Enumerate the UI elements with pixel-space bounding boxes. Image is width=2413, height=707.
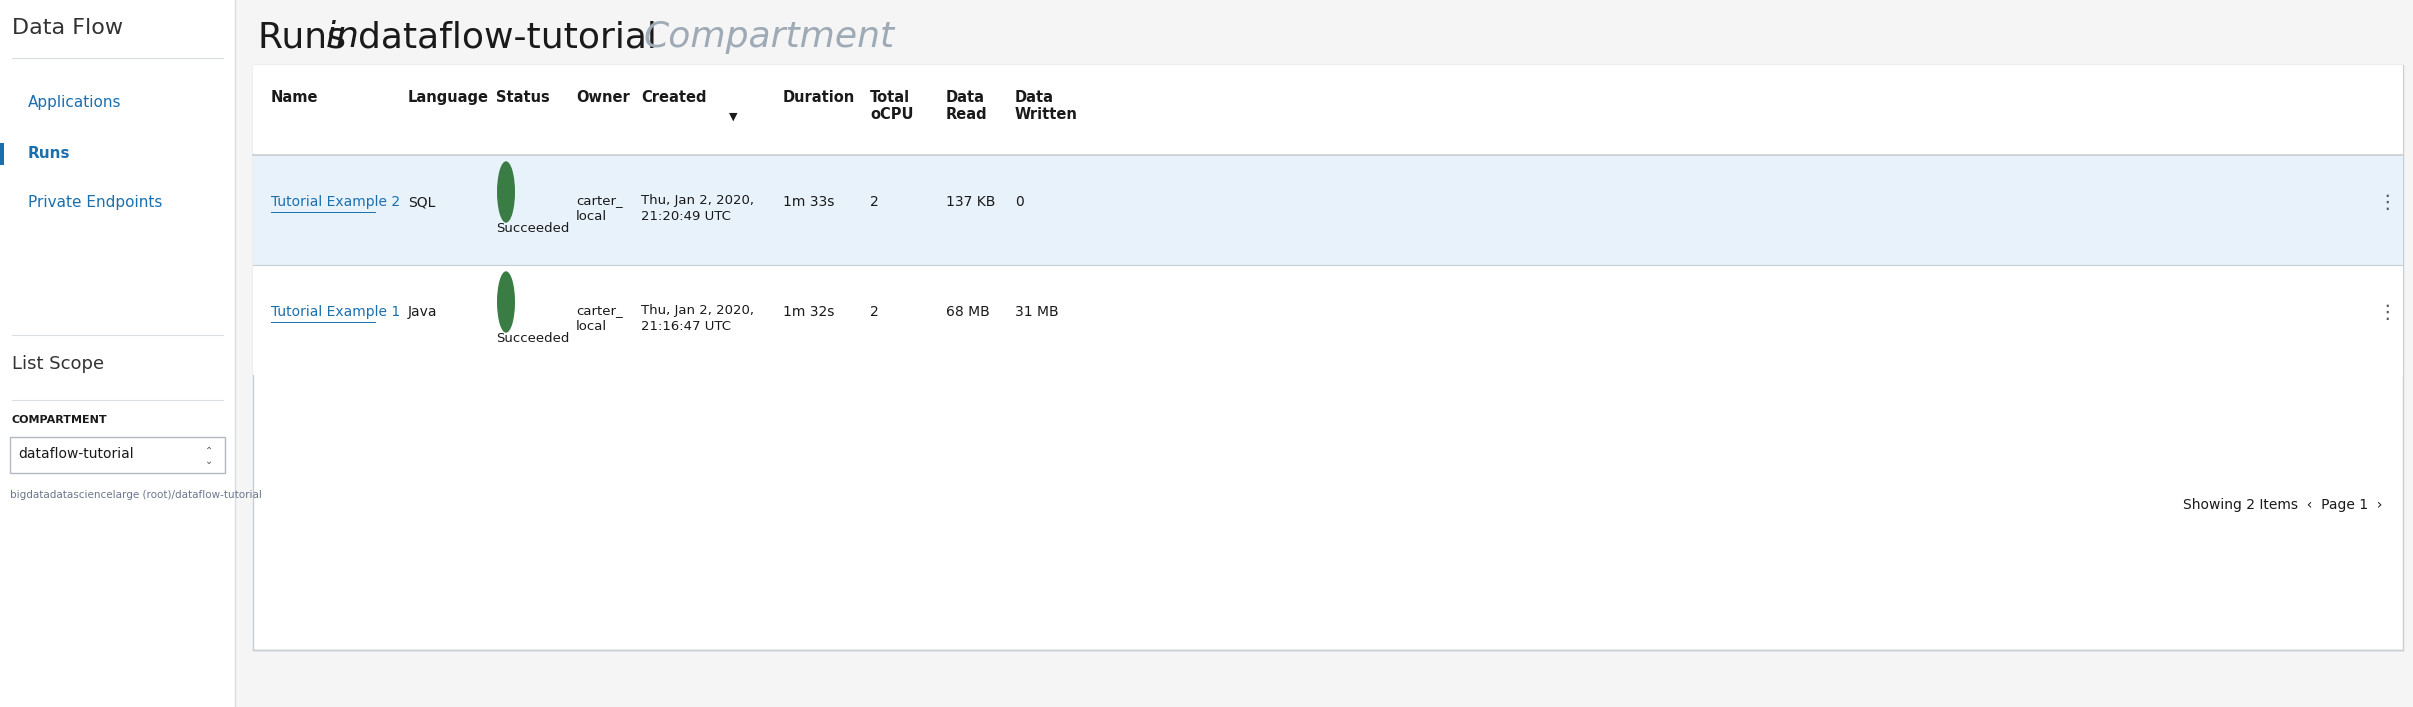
Text: Runs: Runs — [258, 20, 357, 54]
Text: Showing 2 Items  ‹  Page 1  ›: Showing 2 Items ‹ Page 1 › — [2184, 498, 2382, 511]
Ellipse shape — [497, 161, 514, 223]
Text: COMPARTMENT: COMPARTMENT — [12, 415, 109, 425]
Text: ⋮: ⋮ — [2377, 192, 2396, 211]
FancyBboxPatch shape — [0, 143, 5, 165]
Text: Name: Name — [270, 90, 319, 105]
Text: Duration: Duration — [782, 90, 854, 105]
Text: Java: Java — [408, 305, 437, 319]
FancyBboxPatch shape — [0, 0, 234, 707]
Text: SQL: SQL — [408, 195, 434, 209]
Text: carter_: carter_ — [577, 194, 623, 207]
Text: bigdatadatasciencelarge (root)/dataflow-tutorial: bigdatadatasciencelarge (root)/dataflow-… — [10, 490, 263, 500]
Text: Created: Created — [642, 90, 707, 105]
Text: 0: 0 — [1016, 195, 1023, 209]
Text: ⌃: ⌃ — [205, 446, 212, 456]
Text: ⌄: ⌄ — [205, 456, 212, 466]
Text: ▼: ▼ — [729, 112, 738, 122]
Text: Total
oCPU: Total oCPU — [871, 90, 915, 122]
Text: Thu, Jan 2, 2020,: Thu, Jan 2, 2020, — [642, 194, 753, 207]
Text: Data
Written: Data Written — [1016, 90, 1079, 122]
Ellipse shape — [497, 271, 514, 333]
Text: 21:20:49 UTC: 21:20:49 UTC — [642, 210, 731, 223]
Text: 31 MB: 31 MB — [1016, 305, 1059, 319]
FancyBboxPatch shape — [253, 65, 2403, 155]
Text: Thu, Jan 2, 2020,: Thu, Jan 2, 2020, — [642, 304, 753, 317]
Text: Owner: Owner — [577, 90, 630, 105]
FancyBboxPatch shape — [253, 65, 2403, 650]
Text: Language: Language — [408, 90, 490, 105]
Text: 1m 32s: 1m 32s — [782, 305, 835, 319]
Text: List Scope: List Scope — [12, 355, 104, 373]
Text: Status: Status — [497, 90, 550, 105]
Text: Succeeded: Succeeded — [497, 332, 569, 345]
Text: 21:16:47 UTC: 21:16:47 UTC — [642, 320, 731, 333]
Text: Compartment: Compartment — [642, 20, 895, 54]
Text: Tutorial Example 2: Tutorial Example 2 — [270, 195, 401, 209]
FancyBboxPatch shape — [10, 437, 224, 473]
Text: ⋮: ⋮ — [2377, 303, 2396, 322]
Text: 2: 2 — [871, 195, 878, 209]
Text: in: in — [326, 20, 369, 54]
Text: Runs: Runs — [29, 146, 70, 160]
Text: 137 KB: 137 KB — [946, 195, 997, 209]
FancyBboxPatch shape — [253, 265, 2403, 375]
Text: Private Endpoints: Private Endpoints — [29, 196, 162, 211]
Text: local: local — [577, 210, 608, 223]
Text: 1m 33s: 1m 33s — [782, 195, 835, 209]
Text: 2: 2 — [871, 305, 878, 319]
FancyBboxPatch shape — [253, 155, 2403, 265]
Text: dataflow-tutorial: dataflow-tutorial — [17, 447, 133, 461]
Text: Succeeded: Succeeded — [497, 222, 569, 235]
Text: Applications: Applications — [29, 95, 121, 110]
Text: local: local — [577, 320, 608, 333]
Text: Data Flow: Data Flow — [12, 18, 123, 38]
Text: Tutorial Example 1: Tutorial Example 1 — [270, 305, 401, 319]
Text: Data
Read: Data Read — [946, 90, 987, 122]
Text: carter_: carter_ — [577, 304, 623, 317]
Text: 68 MB: 68 MB — [946, 305, 989, 319]
Text: dataflow-tutorial: dataflow-tutorial — [357, 20, 668, 54]
